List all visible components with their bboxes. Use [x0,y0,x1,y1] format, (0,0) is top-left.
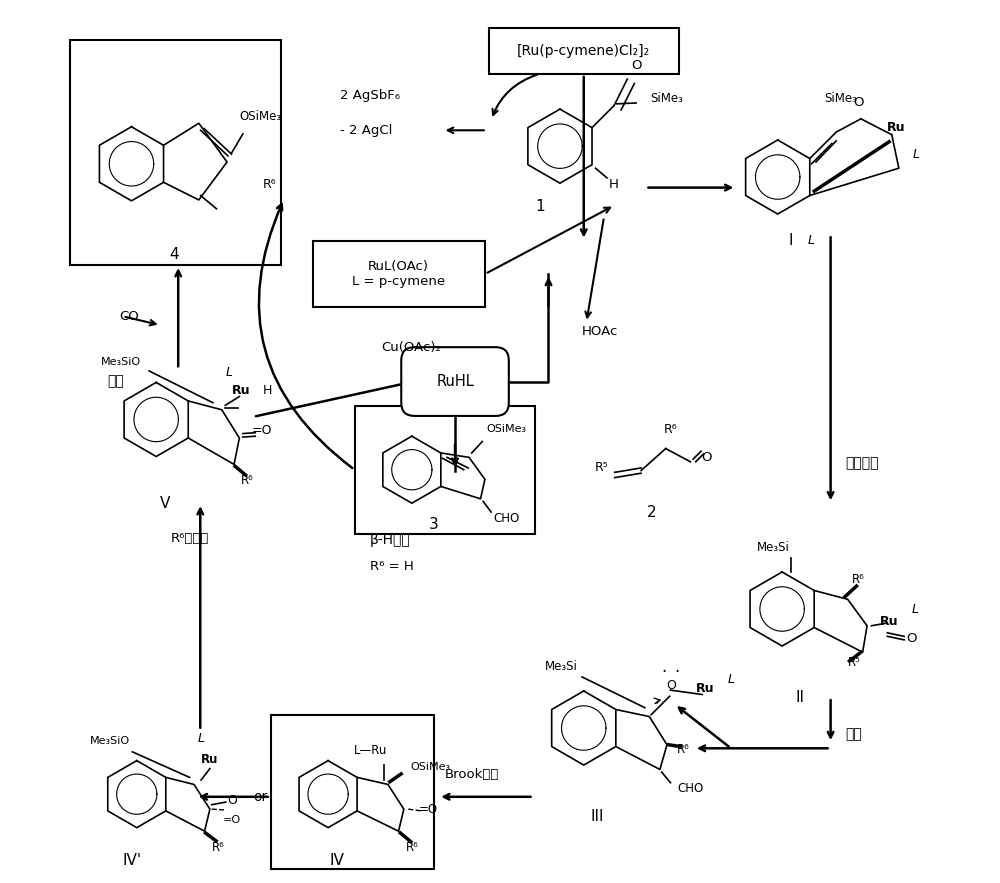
Text: Ru: Ru [696,682,714,695]
Text: II: II [795,690,804,705]
Text: L: L [728,673,735,686]
Text: R⁶: R⁶ [405,841,418,854]
Text: β-H消除: β-H消除 [370,533,410,547]
Bar [313,241,485,307]
Text: R⁶＝烷基: R⁶＝烷基 [170,532,209,545]
Text: 3: 3 [429,517,439,532]
Text: =O: =O [223,815,241,825]
Text: R⁶: R⁶ [663,423,677,435]
Text: Me₃SiO: Me₃SiO [101,357,141,367]
Text: Brook重排: Brook重排 [445,768,499,781]
Text: ·: · [662,663,667,682]
Text: III: III [590,809,604,824]
Text: =O: =O [419,803,438,816]
Text: Me₃Si: Me₃Si [545,660,578,673]
Text: or: or [253,789,267,804]
Text: OSiMe₃: OSiMe₃ [410,762,450,772]
Text: 4: 4 [169,247,179,262]
Text: R⁶ = H: R⁶ = H [370,560,413,573]
Text: 1: 1 [536,199,545,214]
Text: L: L [198,732,205,745]
Text: R⁶: R⁶ [676,743,689,756]
Text: CHO: CHO [494,512,520,525]
Text: 2 AgSbF₆: 2 AgSbF₆ [340,88,400,102]
Bar [355,406,535,534]
Text: SiMe₃: SiMe₃ [651,92,683,105]
Text: L: L [912,603,919,616]
Text: Me₃SiO: Me₃SiO [90,736,130,746]
Text: R⁶: R⁶ [241,474,254,487]
Text: Cu(OAc)₂: Cu(OAc)₂ [381,341,441,354]
Text: CO: CO [119,310,139,323]
Text: IV': IV' [123,853,142,868]
Text: RuHL: RuHL [436,374,474,389]
Text: Ru: Ru [232,384,250,396]
Text: V: V [160,495,170,510]
Text: R⁵: R⁵ [847,656,860,669]
Text: H: H [263,384,272,396]
Text: OSiMe₃: OSiMe₃ [239,109,282,123]
Bar [489,28,679,74]
Text: O: O [631,59,641,72]
Text: I: I [789,233,793,248]
Text: H: H [609,177,619,191]
Text: [Ru(p-cymene)Cl₂]₂: [Ru(p-cymene)Cl₂]₂ [517,44,650,58]
Text: L: L [913,147,920,161]
Bar [271,715,434,869]
Text: OSiMe₃: OSiMe₃ [487,424,527,434]
Text: O: O [853,96,864,109]
Text: 烯烃插入: 烯烃插入 [846,457,879,471]
Text: HOAc: HOAc [582,325,618,338]
Bar [70,41,281,265]
Text: L—Ru: L—Ru [354,744,387,758]
Text: SiMe₃: SiMe₃ [824,92,857,105]
Text: Ru: Ru [880,615,898,628]
Text: R⁶: R⁶ [211,841,224,854]
Text: O: O [701,451,712,464]
Text: Ru: Ru [201,753,219,766]
Text: O: O [906,632,916,645]
Text: R⁶: R⁶ [852,573,865,586]
Text: Ru: Ru [887,121,905,134]
Text: 脱羰: 脱羰 [108,374,124,389]
FancyBboxPatch shape [401,347,509,416]
Text: 环化: 环化 [846,728,862,741]
Text: R⁵: R⁵ [595,462,608,474]
Text: O: O [666,679,676,692]
Text: IV: IV [329,853,344,868]
Text: 2: 2 [647,504,656,519]
Text: ·: · [674,663,679,682]
Text: L: L [225,366,232,379]
Text: Me₃Si: Me₃Si [757,540,790,554]
Text: CHO: CHO [678,782,704,796]
Text: =O: =O [251,425,272,437]
Text: L: L [808,234,815,247]
Text: RuL(OAc)
L = p-cymene: RuL(OAc) L = p-cymene [352,260,445,288]
Text: - 2 AgCl: - 2 AgCl [340,124,392,137]
Text: O: O [227,794,237,807]
Text: R⁶: R⁶ [263,177,276,191]
